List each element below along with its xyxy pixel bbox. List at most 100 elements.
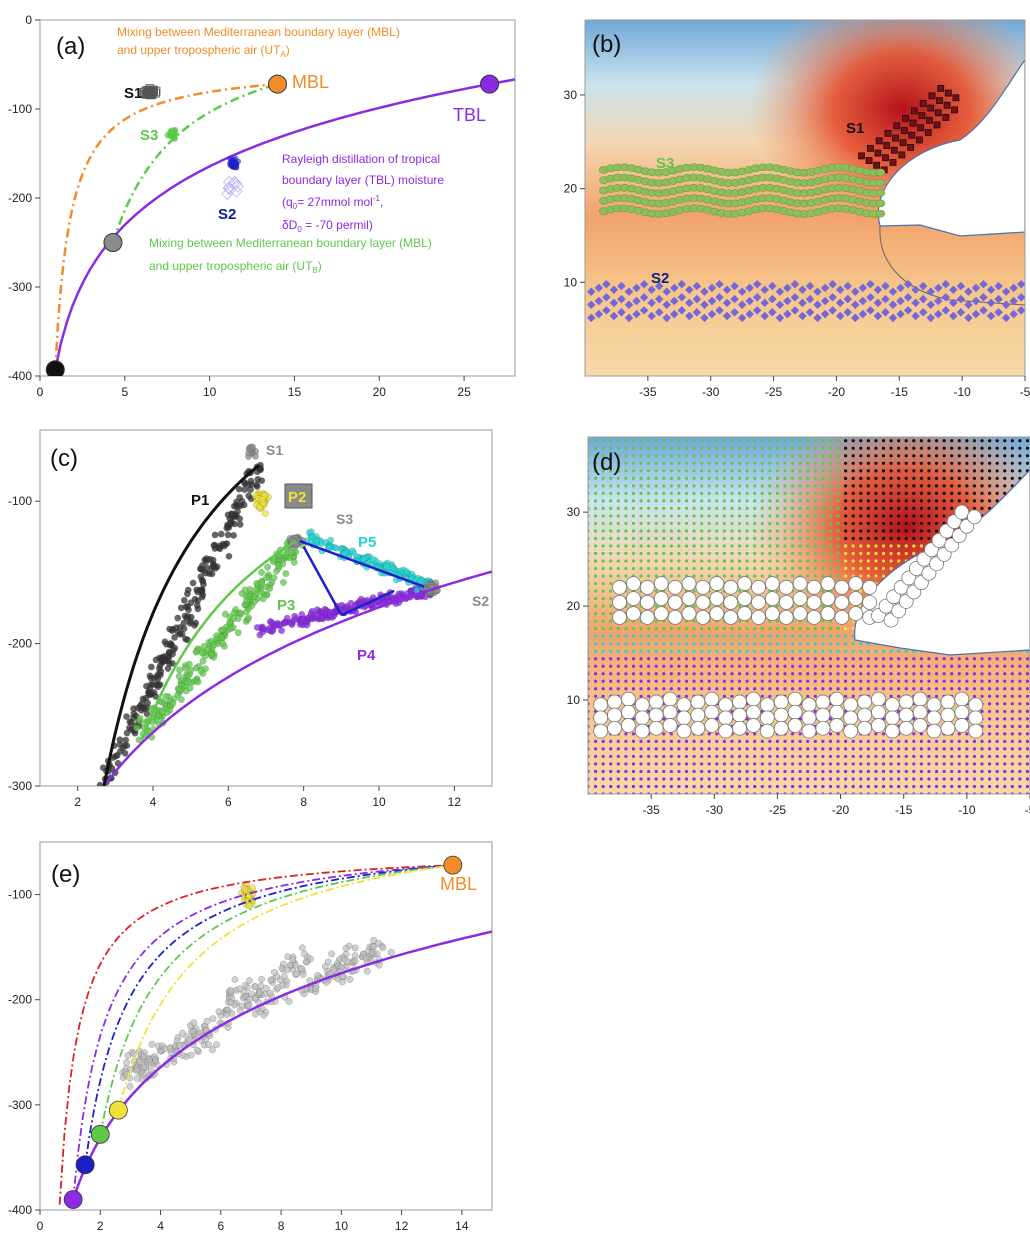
panel-b-s2-marker: [775, 300, 785, 310]
panel-d-circle: [676, 710, 692, 726]
panel-d-dot: [866, 484, 870, 488]
panel-c-p3-point: [243, 597, 250, 605]
panel-d-dot: [639, 469, 643, 473]
panel-b-s2-marker: [654, 308, 664, 317]
panel-d-dot: [957, 446, 961, 450]
panel-d-dot: [957, 484, 961, 488]
panel-d-dot: [593, 499, 598, 503]
panel-b-s2-marker: [949, 285, 958, 295]
panel-d-dot: [1010, 687, 1014, 691]
panel-d-dot: [775, 454, 780, 458]
panel-c-p1-point: [112, 752, 120, 760]
panel-b-s2-marker: [971, 296, 981, 306]
panel-d-dot: [866, 566, 870, 571]
panel-d-dot: [881, 506, 886, 510]
panel-a-mix-a-line1: Mixing between Mediterranean boundary la…: [117, 25, 400, 39]
panel-d-dot: [639, 551, 643, 556]
panel-d-dot: [813, 747, 817, 751]
panel-d-dot: [828, 506, 833, 510]
panel-d-dot: [737, 551, 742, 556]
panel-e-point: [321, 963, 329, 971]
panel-b-x-tick-label: -10: [953, 385, 971, 399]
panel-d-dot: [722, 574, 726, 578]
panel-d-dot: [790, 536, 795, 541]
panel-d-dot: [919, 739, 923, 743]
panel-d-dot: [912, 664, 916, 668]
panel-d-dot: [927, 439, 931, 443]
panel-d-dot: [677, 499, 681, 503]
panel-d-dot: [912, 521, 916, 526]
panel-d-dot: [669, 754, 673, 759]
panel-b-s2-marker: [918, 281, 928, 291]
panel-d-dot: [775, 574, 780, 578]
panel-d-dot: [715, 559, 719, 563]
panel-d-dot: [692, 627, 696, 631]
panel-d-dot: [859, 499, 863, 503]
panel-d-dot: [707, 446, 711, 450]
panel-d-dot: [1010, 476, 1014, 480]
panel-d-dot: [647, 649, 651, 653]
panel-c-p1-point: [184, 603, 191, 610]
panel-d-dot: [980, 784, 984, 789]
panel-d-dot: [639, 672, 643, 676]
panel-d-circle: [912, 704, 928, 720]
panel-d-dot: [980, 769, 984, 774]
panel-d-dot: [889, 679, 893, 683]
panel-a-s2-label: S2: [218, 206, 236, 223]
panel-d-dot: [836, 521, 840, 526]
panel-d-dot: [737, 762, 742, 766]
panel-d-dot: [601, 679, 605, 683]
panel-d-dot: [745, 687, 749, 691]
panel-d-dot: [737, 769, 742, 774]
panel-d-dot: [965, 732, 969, 736]
panel-d-circle: [912, 691, 928, 707]
panel-d-dot: [768, 747, 772, 751]
panel-d-dot: [647, 694, 651, 698]
panel-d-dot: [631, 657, 636, 661]
panel-d-dot: [707, 627, 711, 631]
panel-d-dot: [753, 439, 757, 443]
panel-d-dot: [669, 762, 673, 766]
panel-b-s2-marker: [662, 313, 671, 323]
panel-c-p4-point: [299, 616, 306, 624]
panel-d-dot: [639, 454, 643, 458]
panel-d-dot: [942, 784, 946, 789]
panel-b-x-tick-label: -35: [639, 385, 657, 399]
panel-d-dot: [722, 476, 726, 480]
panel-d-dot: [692, 536, 696, 541]
panel-d-dot: [669, 732, 673, 736]
panel-d-circle: [801, 723, 817, 739]
panel-d-dot: [813, 694, 817, 698]
panel-d-dot: [851, 446, 855, 450]
panel-d-dot: [798, 446, 802, 450]
panel-d-dot: [798, 627, 802, 631]
panel-d-dot: [806, 499, 810, 503]
panel-d-dot: [927, 476, 931, 480]
panel-d-dot: [844, 642, 848, 646]
panel-d-circle: [607, 694, 622, 710]
panel-d-dot: [715, 499, 719, 503]
panel-d-dot: [692, 506, 696, 510]
panel-d-dot: [821, 604, 825, 608]
panel-d-dot: [775, 521, 780, 526]
panel-d-circle: [787, 691, 803, 707]
panel-d-dot: [616, 521, 620, 526]
panel-d-dot: [904, 649, 908, 653]
panel-b-s2-marker: [964, 313, 973, 323]
panel-d-dot: [707, 529, 711, 533]
panel-d-dot: [942, 687, 946, 691]
panel-b-s1-marker: [926, 116, 933, 124]
panel-d-dot: [700, 649, 704, 653]
panel-d-dot: [790, 732, 795, 736]
panel-d-dot: [745, 506, 749, 510]
panel-d-circle: [778, 594, 794, 610]
panel-d-dot: [775, 672, 780, 676]
panel-d-dot: [851, 529, 855, 533]
panel-d-circle: [709, 606, 725, 622]
panel-b-s2-marker: [722, 311, 732, 321]
panel-d-dot: [972, 484, 977, 488]
panel-c-p1-point: [96, 791, 102, 797]
panel-d-dot: [798, 649, 802, 653]
panel-d-dot: [942, 469, 946, 473]
